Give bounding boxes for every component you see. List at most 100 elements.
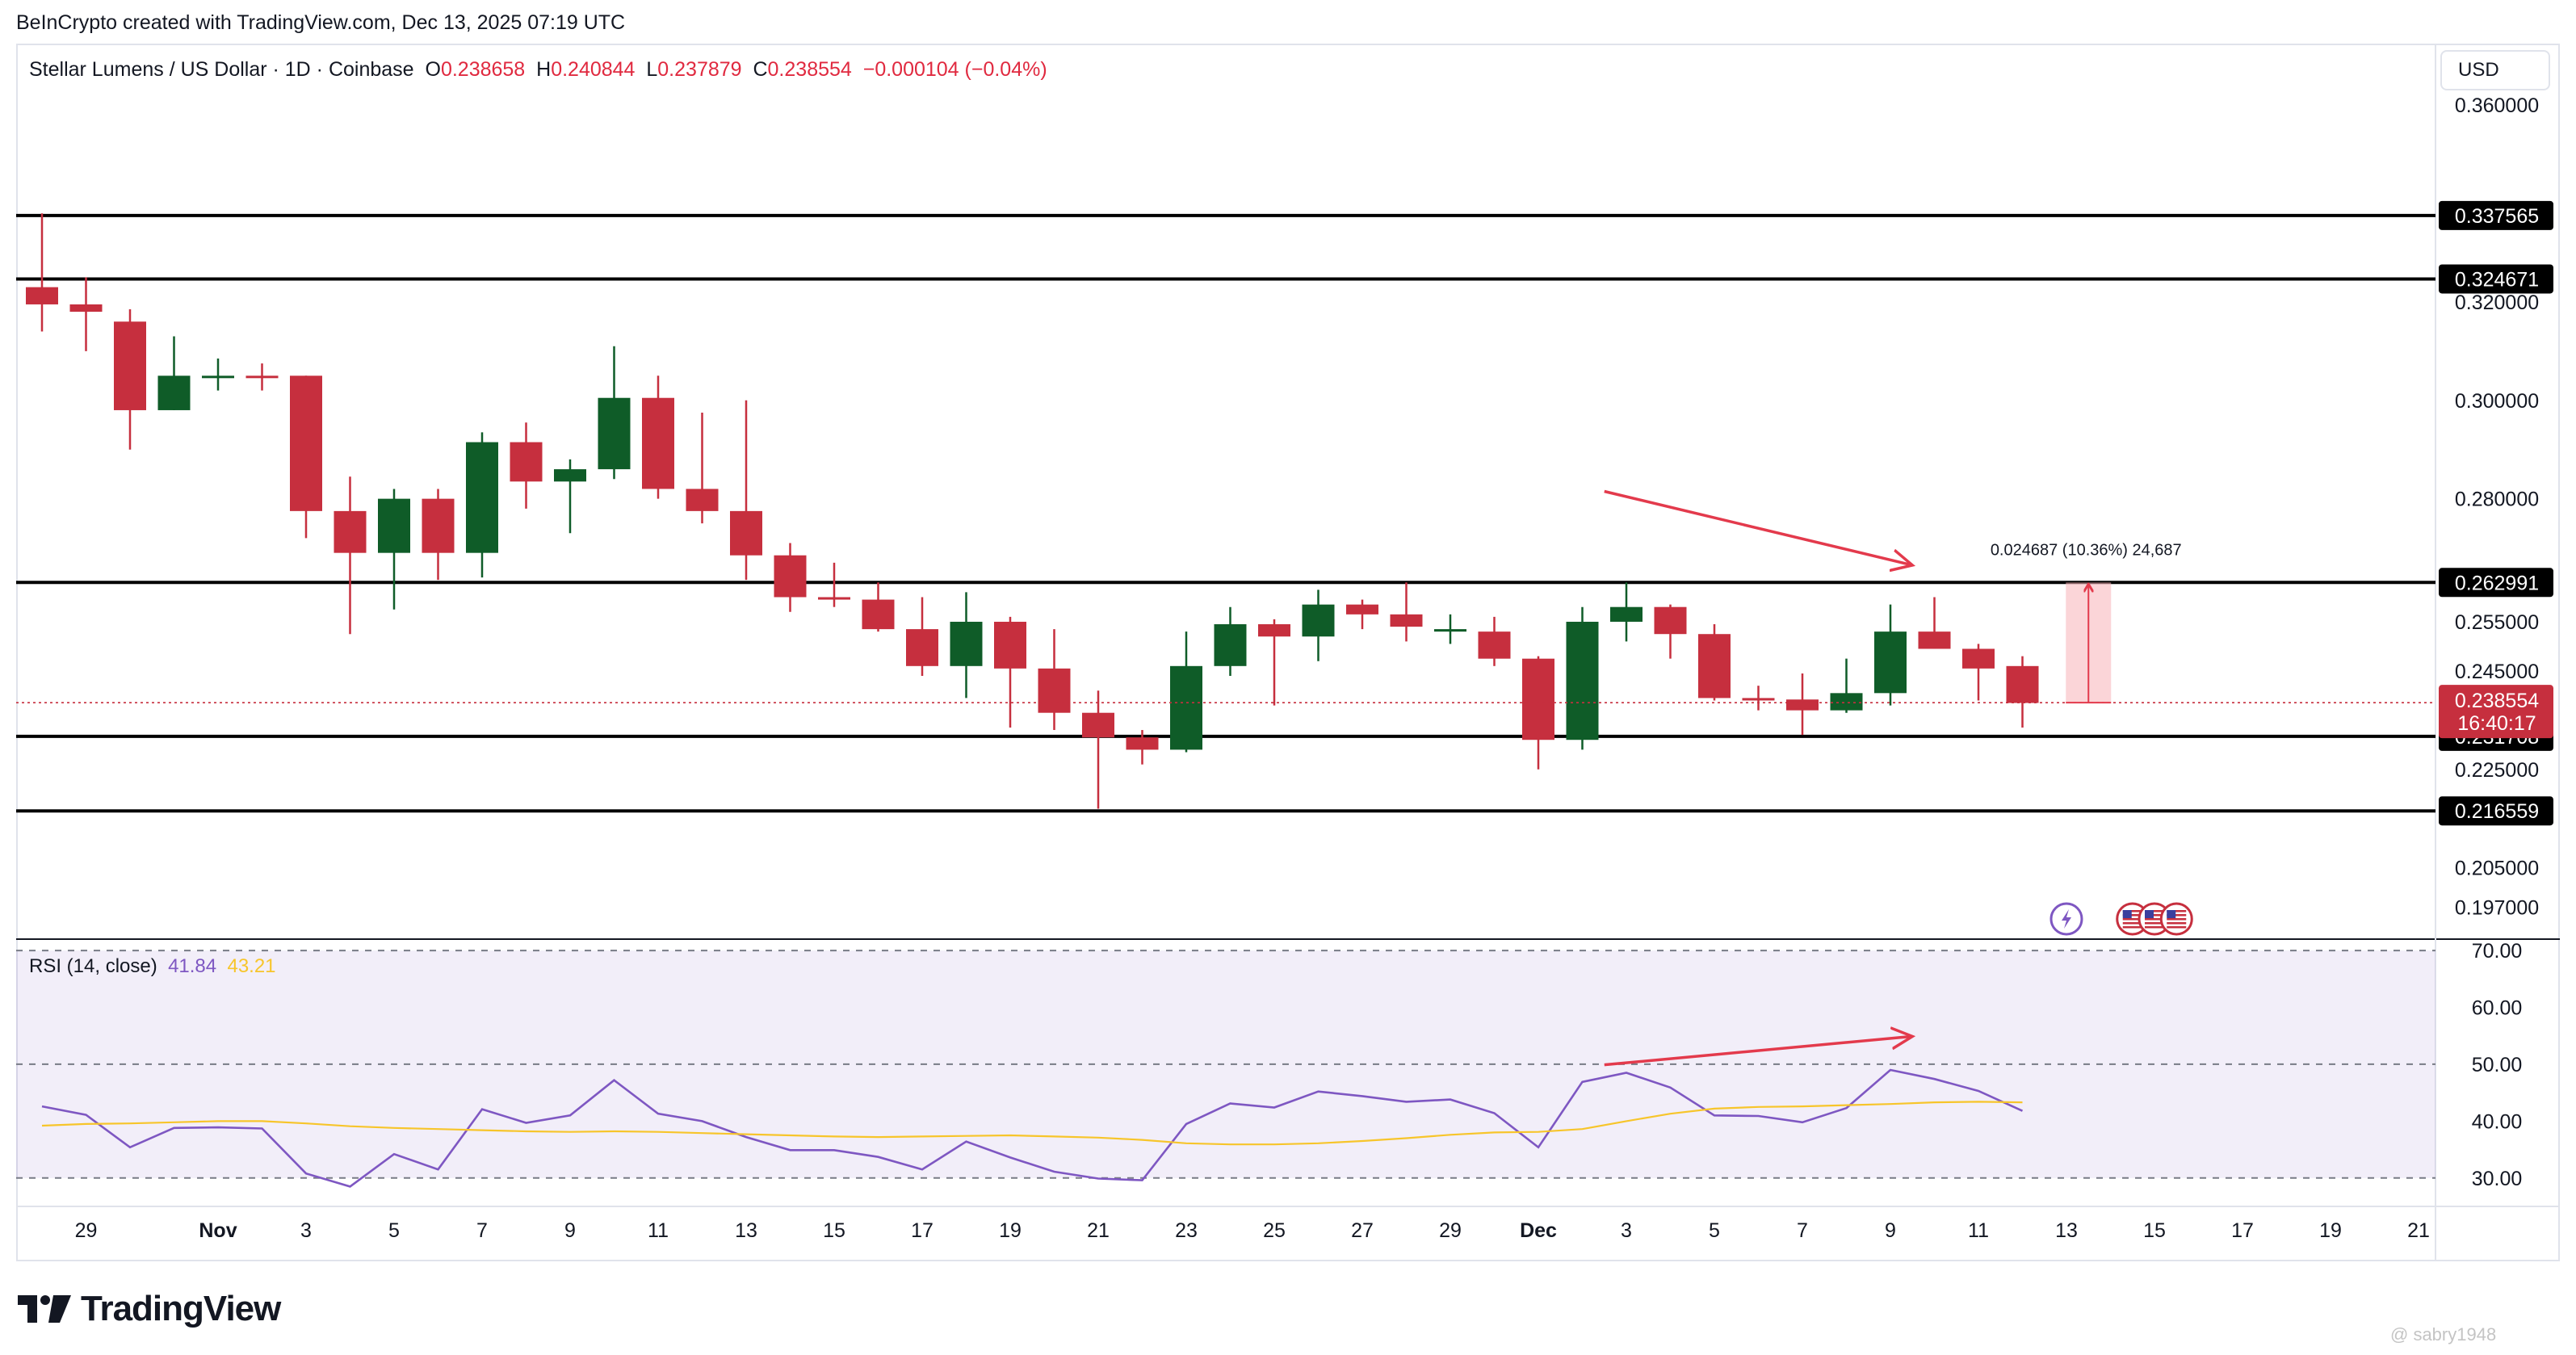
flag-stripe	[2122, 910, 2142, 912]
level-price-label-bg	[2439, 264, 2553, 294]
flag-stripe	[2145, 926, 2164, 929]
candle-down	[1522, 656, 1554, 770]
candle-body	[1962, 648, 1995, 669]
candle-down	[1962, 644, 1995, 701]
candle-body	[1170, 665, 1202, 750]
candle-up	[466, 432, 498, 578]
candle-body	[686, 489, 719, 511]
candle-body	[1082, 712, 1114, 738]
candle-down	[686, 413, 719, 524]
candle-body	[1390, 614, 1423, 627]
rsi-axis-tick-label: 40.00	[2472, 1110, 2523, 1133]
candle-body	[1742, 698, 1775, 701]
time-axis-tick-label: 25	[1263, 1219, 1286, 1242]
price-axis-tick-label: 0.255000	[2455, 611, 2539, 634]
candle-body	[157, 375, 191, 410]
rsi-value: 41.84	[168, 955, 217, 977]
candle-down	[1346, 599, 1378, 630]
bar-countdown-label: 16:40:17	[2457, 712, 2536, 735]
tradingview-logo-icon	[18, 1295, 71, 1323]
level-price-label-bg	[2439, 568, 2553, 598]
candle-body	[466, 442, 498, 553]
price-axis-tick-label: 0.360000	[2455, 94, 2539, 117]
candle-down	[774, 543, 807, 612]
candle-body	[1654, 606, 1687, 635]
time-axis-tick-label: 21	[2407, 1219, 2430, 1242]
candle-up	[1302, 589, 1335, 661]
candle-body	[950, 621, 983, 666]
candle-down	[114, 309, 146, 450]
rsi-axis-tick-label: 30.00	[2472, 1168, 2523, 1190]
flag-canton	[2145, 910, 2154, 918]
time-axis-tick-label: 29	[1439, 1219, 1462, 1242]
rsi-title: RSI (14, close)	[29, 955, 157, 977]
time-axis-tick-label: 21	[1087, 1219, 1110, 1242]
time-axis-tick-label: Nov	[199, 1219, 237, 1242]
candle-down	[2006, 656, 2039, 728]
candle-body	[554, 469, 586, 482]
candle-body	[510, 442, 543, 482]
time-axis-tick-label: 17	[2231, 1219, 2254, 1242]
price-axis-tick-label: 0.225000	[2455, 759, 2539, 782]
time-axis-tick-label: 23	[1175, 1219, 1198, 1242]
rsi-axis-tick-label: 60.00	[2472, 997, 2523, 1020]
time-axis-tick-label: 19	[999, 1219, 1022, 1242]
time-axis-tick-label: 17	[911, 1219, 933, 1242]
high-value: 0.240844	[551, 58, 636, 81]
candle-body	[818, 597, 850, 600]
time-axis-tick-label: 9	[564, 1219, 576, 1242]
time-axis-tick-label: 19	[2319, 1219, 2342, 1242]
flag-stripe	[2145, 910, 2164, 912]
time-axis-tick-label: 3	[300, 1219, 312, 1242]
lightning-bolt	[2062, 909, 2071, 929]
candle-body	[1610, 606, 1643, 622]
us-flag-event-icon	[2159, 902, 2193, 936]
price-divergence-arrow	[1604, 489, 1913, 565]
flag-stripe	[2122, 922, 2142, 925]
flag-stripe	[2122, 926, 2142, 929]
currency-button[interactable]: USD	[2440, 50, 2550, 90]
time-axis-tick-label: Dec	[1520, 1219, 1557, 1242]
candle-up	[950, 592, 983, 698]
candle-up	[598, 346, 631, 480]
candle-down	[1786, 673, 1819, 736]
candle-up	[157, 336, 191, 410]
candle-body	[1302, 604, 1335, 637]
rsi-ma-line	[41, 1101, 2023, 1146]
candle-body	[245, 375, 279, 379]
candle-body	[1478, 631, 1511, 659]
change-value: −0.000104 (−0.04%)	[862, 58, 1047, 81]
candle-body	[378, 498, 410, 553]
candle-body	[906, 629, 938, 666]
chart-frame	[16, 44, 2560, 1261]
flag-stripe	[2122, 914, 2142, 917]
candle-body	[2006, 665, 2039, 703]
rsi-ma-value: 43.21	[227, 955, 276, 977]
candle-down	[1654, 604, 1687, 659]
time-axis-tick-label: 7	[476, 1219, 488, 1242]
candle-body	[334, 510, 367, 553]
time-axis-tick-label: 5	[388, 1219, 400, 1242]
candle-body	[1214, 624, 1247, 666]
candle-down	[1258, 619, 1290, 706]
level-price-label-bg	[2439, 200, 2553, 230]
candle-down	[334, 476, 367, 635]
candle-body	[1038, 668, 1071, 713]
time-axis-tick-label: 13	[2055, 1219, 2078, 1242]
candle-body	[422, 498, 455, 553]
time-axis-tick-label: 3	[1621, 1219, 1632, 1242]
flag-stripe	[2167, 922, 2187, 925]
rsi-legend[interactable]: RSI (14, close) 41.84 43.21	[29, 955, 276, 978]
flag-canton	[2122, 910, 2132, 918]
candle-down	[1038, 629, 1071, 731]
candle-up	[1610, 582, 1643, 642]
candle-up	[1874, 604, 1907, 706]
symbol-title[interactable]: Stellar Lumens / US Dollar · 1D · Coinba…	[29, 58, 414, 81]
tradingview-logo[interactable]: TradingView	[18, 1289, 281, 1329]
candle-body	[69, 304, 103, 313]
candle-body	[994, 621, 1026, 669]
candle-down	[994, 616, 1026, 728]
